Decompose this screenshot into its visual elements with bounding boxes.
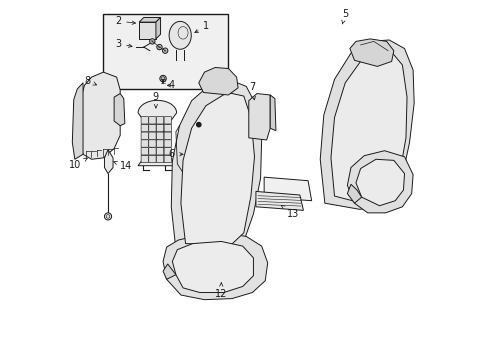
- FancyBboxPatch shape: [156, 117, 163, 124]
- Polygon shape: [198, 67, 238, 95]
- Polygon shape: [114, 94, 124, 126]
- FancyBboxPatch shape: [103, 14, 228, 89]
- Polygon shape: [156, 18, 160, 39]
- Ellipse shape: [169, 21, 191, 49]
- Text: 9: 9: [153, 92, 159, 108]
- FancyBboxPatch shape: [156, 148, 163, 155]
- Text: 3: 3: [115, 39, 132, 49]
- Circle shape: [160, 75, 166, 82]
- Polygon shape: [72, 83, 83, 159]
- Polygon shape: [171, 79, 261, 251]
- FancyBboxPatch shape: [164, 132, 171, 139]
- FancyBboxPatch shape: [148, 140, 156, 147]
- FancyBboxPatch shape: [156, 132, 163, 139]
- Polygon shape: [163, 233, 267, 300]
- FancyBboxPatch shape: [141, 124, 148, 132]
- Polygon shape: [320, 40, 413, 209]
- Polygon shape: [349, 39, 393, 66]
- Polygon shape: [172, 242, 253, 293]
- Polygon shape: [255, 192, 303, 210]
- Text: 10: 10: [68, 158, 87, 170]
- Polygon shape: [139, 22, 156, 39]
- Text: 14: 14: [114, 161, 132, 171]
- FancyBboxPatch shape: [141, 132, 148, 139]
- Polygon shape: [163, 264, 176, 279]
- Polygon shape: [346, 184, 361, 203]
- Circle shape: [162, 48, 167, 53]
- Polygon shape: [270, 95, 275, 131]
- Circle shape: [157, 44, 162, 50]
- Polygon shape: [355, 159, 404, 206]
- FancyBboxPatch shape: [148, 132, 156, 139]
- Polygon shape: [346, 151, 412, 213]
- Polygon shape: [80, 72, 120, 159]
- FancyBboxPatch shape: [164, 148, 171, 155]
- FancyBboxPatch shape: [148, 148, 156, 155]
- FancyBboxPatch shape: [156, 124, 163, 132]
- Text: 11: 11: [364, 185, 379, 199]
- Polygon shape: [104, 150, 113, 174]
- Text: 5: 5: [341, 9, 347, 24]
- Polygon shape: [138, 100, 176, 166]
- Polygon shape: [330, 52, 406, 202]
- FancyBboxPatch shape: [156, 155, 163, 163]
- Text: 13: 13: [281, 205, 298, 219]
- Polygon shape: [264, 177, 311, 201]
- FancyBboxPatch shape: [148, 117, 156, 124]
- FancyBboxPatch shape: [141, 148, 148, 155]
- Text: 1: 1: [194, 21, 209, 32]
- Polygon shape: [139, 18, 160, 22]
- Text: 6: 6: [168, 149, 183, 159]
- Text: 2: 2: [115, 16, 135, 26]
- Text: 4: 4: [167, 80, 175, 90]
- FancyBboxPatch shape: [164, 117, 171, 124]
- Text: 7: 7: [249, 82, 255, 100]
- FancyBboxPatch shape: [148, 124, 156, 132]
- FancyBboxPatch shape: [141, 155, 148, 163]
- FancyBboxPatch shape: [164, 155, 171, 163]
- FancyBboxPatch shape: [141, 117, 148, 124]
- FancyBboxPatch shape: [156, 140, 163, 147]
- Text: 8: 8: [84, 76, 96, 86]
- FancyBboxPatch shape: [164, 124, 171, 132]
- Text: 12: 12: [215, 283, 227, 299]
- FancyBboxPatch shape: [148, 155, 156, 163]
- Circle shape: [196, 122, 201, 127]
- FancyBboxPatch shape: [141, 140, 148, 147]
- FancyBboxPatch shape: [164, 140, 171, 147]
- Polygon shape: [248, 94, 270, 140]
- Circle shape: [104, 213, 111, 220]
- Circle shape: [149, 39, 155, 44]
- Polygon shape: [181, 93, 254, 245]
